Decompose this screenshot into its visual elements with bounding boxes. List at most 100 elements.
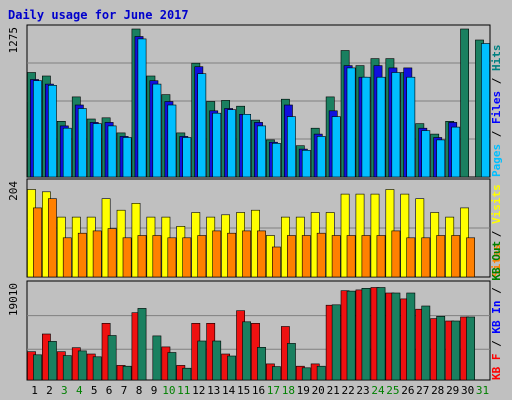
legend-segment: Visits	[490, 184, 503, 224]
bar-pages-12	[197, 73, 207, 178]
bar-pages-1	[33, 80, 42, 178]
bar-kb-out-29	[451, 320, 461, 381]
bar-sites-9	[152, 235, 162, 278]
bar-kb-out-11	[182, 367, 192, 381]
legend-segment: Pages	[490, 144, 503, 177]
panel-legend: KB F / KB In / KB Out	[490, 241, 503, 380]
panel-legend: Sites / Visits	[490, 184, 503, 277]
y-max-label: 19010	[7, 283, 20, 316]
bar-sites-17	[271, 246, 281, 278]
bar-pages-11	[182, 137, 192, 178]
x-tick-label-22: 22	[341, 384, 354, 397]
legend-segment: /	[490, 281, 503, 301]
bar-sites-18	[286, 235, 296, 278]
bar-kb-out-27	[421, 305, 431, 381]
x-tick-label-24: 24	[371, 384, 385, 397]
x-tick-label-9: 9	[151, 384, 158, 397]
panel-legend: Pages / Files / Hits	[490, 45, 503, 178]
bar-sites-23	[361, 235, 371, 278]
bar-sites-10	[167, 237, 177, 278]
legend-segment: /	[490, 224, 503, 244]
bar-pages-17	[271, 143, 281, 178]
bar-pages-6	[107, 125, 117, 178]
bar-pages-16	[257, 125, 266, 178]
bar-sites-1	[33, 207, 42, 278]
bar-pages-13	[212, 112, 222, 178]
x-tick-label-21: 21	[327, 384, 340, 397]
x-axis-labels: 1 2 3 4 5 6 7 8 9 10 11 12 13 14 15 16 17 18 19 20 21 22 23 24 2…	[31, 384, 489, 397]
x-tick-label-30: 30	[461, 384, 474, 397]
bar-kb-out-4	[77, 350, 87, 381]
bar-pages-9	[152, 83, 162, 178]
x-tick-label-16: 16	[252, 384, 265, 397]
bar-sites-20	[316, 232, 326, 278]
x-tick-label-2: 2	[46, 384, 53, 397]
bar-kb-out-17	[271, 366, 281, 381]
panel-kbf-kbin-kbout: 19010 KB F / KB In / KB Out	[7, 241, 503, 381]
legend-segment: Hits	[490, 45, 503, 72]
bar-sites-19	[301, 235, 311, 278]
x-tick-label-8: 8	[136, 384, 143, 397]
bar-sites-27	[421, 237, 431, 278]
bar-kb-out-16	[257, 346, 266, 381]
bar-pages-5	[92, 123, 102, 178]
bar-sites-29	[451, 235, 461, 278]
bar-kb-out-22	[346, 290, 356, 381]
bar-sites-5	[92, 230, 102, 278]
bar-sites-25	[391, 230, 401, 278]
x-tick-label-28: 28	[431, 384, 444, 397]
bar-sites-14	[227, 232, 236, 278]
bar-kb-out-30	[466, 316, 475, 381]
bar-sites-30	[466, 237, 475, 278]
bar-sites-12	[197, 235, 207, 278]
x-tick-label-11: 11	[177, 384, 190, 397]
bar-pages-14	[227, 109, 236, 178]
chart-title: Daily usage for June 2017	[8, 8, 189, 22]
x-tick-label-1: 1	[31, 384, 38, 397]
bar-pages-15	[242, 114, 251, 178]
x-tick-label-25: 25	[386, 384, 399, 397]
bar-pages-25	[391, 72, 401, 178]
bar-sites-6	[107, 228, 117, 278]
bar-kb-out-28	[436, 315, 446, 381]
x-tick-label-19: 19	[297, 384, 310, 397]
x-tick-label-17: 17	[267, 384, 280, 397]
bar-pages-24	[376, 76, 386, 178]
bar-kb-out-26	[406, 292, 416, 381]
bar-pages-28	[436, 139, 446, 178]
bar-sites-26	[406, 237, 416, 278]
x-tick-label-12: 12	[192, 384, 205, 397]
bar-sites-2	[47, 198, 57, 278]
x-tick-label-27: 27	[416, 384, 429, 397]
x-tick-label-23: 23	[356, 384, 369, 397]
x-tick-label-26: 26	[401, 384, 414, 397]
x-tick-label-18: 18	[282, 384, 295, 397]
bar-kb-out-8	[137, 308, 147, 381]
bar-kb-out-12	[197, 340, 207, 381]
x-tick-label-15: 15	[237, 384, 250, 397]
bar-visits-26	[400, 193, 410, 278]
bar-kb-out-1	[33, 354, 42, 381]
bar-pages-19	[301, 150, 311, 178]
bar-kb-out-3	[62, 355, 72, 381]
bar-kb-out-25	[391, 292, 401, 381]
legend-segment: /	[490, 124, 503, 144]
bar-sites-16	[257, 230, 266, 278]
bar-kb-out-20	[316, 365, 326, 381]
legend-segment: KB Out	[490, 241, 503, 281]
bar-pages-22	[346, 67, 356, 178]
bar-pages-7	[122, 137, 132, 178]
legend-segment: Sites	[490, 244, 503, 277]
bar-pages-18	[286, 116, 296, 178]
bar-sites-4	[77, 232, 87, 278]
x-tick-label-31: 31	[476, 384, 489, 397]
bar-pages-8	[137, 38, 147, 178]
bar-pages-29	[451, 126, 461, 178]
x-tick-label-20: 20	[312, 384, 325, 397]
bar-pages-26	[406, 76, 416, 178]
bar-pages-27	[421, 130, 431, 178]
bar-sites-8	[137, 235, 147, 278]
bar-pages-31	[481, 43, 490, 178]
legend-segment: KB In	[490, 301, 503, 334]
